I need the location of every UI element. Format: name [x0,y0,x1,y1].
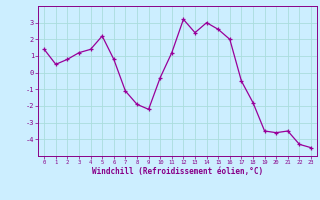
X-axis label: Windchill (Refroidissement éolien,°C): Windchill (Refroidissement éolien,°C) [92,167,263,176]
